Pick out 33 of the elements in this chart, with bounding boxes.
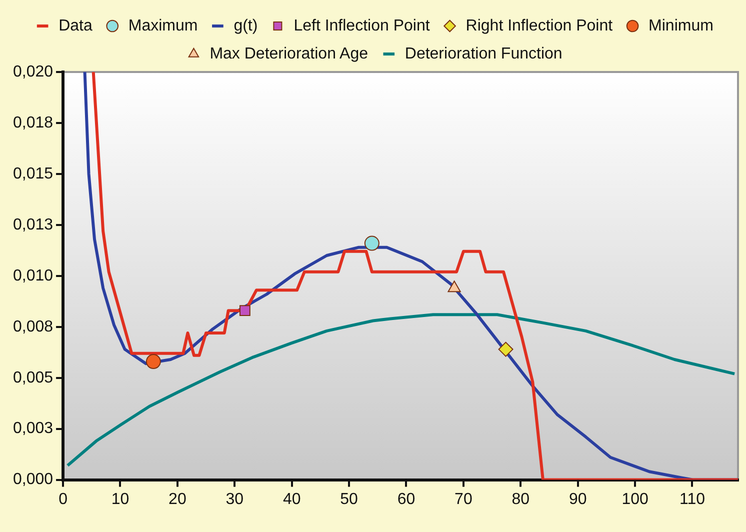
point [364,236,380,251]
x-tick-label: 110 [679,490,706,508]
legend-label: Minimum [648,17,714,34]
point [146,354,161,370]
x-tick-label: 80 [512,490,530,508]
y-tick-label: 0,005 [12,369,54,386]
x-tick-label: 60 [397,490,416,508]
legend-label: Deterioration Function [404,45,562,62]
y-tick-label: 0,008 [12,318,54,336]
x-tick-label: 70 [454,490,472,508]
legend-label: Left Inflection Point [294,17,430,34]
y-tick-label: 0,015 [12,165,54,182]
y-tick-label: 0,013 [12,216,54,234]
x-tick-label: 30 [226,490,244,508]
y-tick-label: 0,018 [12,114,54,132]
y-tick-label: 0,020 [12,63,54,80]
x-tick-label: 90 [568,490,587,508]
x-tick-label: 0 [58,490,68,508]
legend-label: Data [58,17,92,34]
legend-label: Right Inflection Point [466,17,614,34]
legend-label: g(t) [234,17,258,34]
legend-label: Max Deterioration Age [210,45,368,62]
y-tick-label: 0,003 [12,420,54,438]
x-tick-label: 10 [111,490,130,508]
x-tick-label: 40 [282,490,301,508]
y-tick-label: 0,000 [12,471,54,488]
point [239,305,250,316]
legend-label: Maximum [128,17,198,34]
y-tick-label: 0,010 [12,267,54,284]
point [498,342,514,357]
x-tick-label: 20 [168,490,186,508]
x-tick-label: 50 [340,490,358,508]
x-tick-label: 100 [622,490,648,508]
